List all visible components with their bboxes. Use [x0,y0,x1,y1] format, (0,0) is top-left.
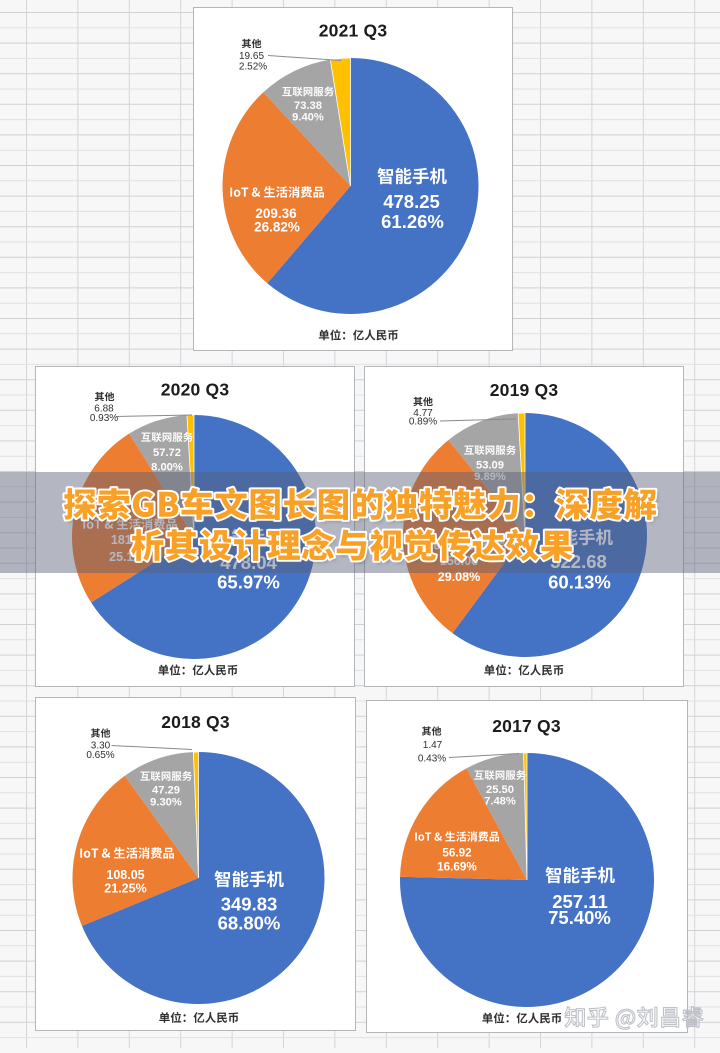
svg-text:29.08%: 29.08% [438,570,480,584]
svg-text:65.97%: 65.97% [217,572,280,593]
svg-text:2019 Q3: 2019 Q3 [490,380,559,400]
svg-text:2021 Q3: 2021 Q3 [319,20,388,40]
svg-text:26.82%: 26.82% [254,219,300,234]
svg-text:9.30%: 9.30% [150,797,182,809]
svg-text:73.38: 73.38 [294,100,322,112]
svg-text:0.93%: 0.93% [90,413,118,424]
svg-text:53.09: 53.09 [476,460,504,472]
svg-text:47.29: 47.29 [152,785,180,797]
svg-text:68.80%: 68.80% [218,913,281,934]
svg-text:2017 Q3: 2017 Q3 [492,716,561,736]
svg-text:56.92: 56.92 [442,847,472,860]
svg-text:57.72: 57.72 [153,447,181,459]
svg-text:1.47: 1.47 [423,740,443,751]
svg-text:7.48%: 7.48% [484,796,516,808]
svg-text:8.00%: 8.00% [151,462,183,474]
svg-text:478.25: 478.25 [383,191,440,212]
svg-text:16.69%: 16.69% [437,861,477,874]
svg-text:3.30: 3.30 [91,741,111,752]
svg-text:61.26%: 61.26% [381,211,444,232]
svg-text:9.40%: 9.40% [292,112,324,124]
svg-text:349.83: 349.83 [221,894,278,915]
svg-text:6.88: 6.88 [94,404,114,415]
svg-text:25.50: 25.50 [486,784,514,796]
svg-text:9.89%: 9.89% [474,471,506,483]
svg-text:478.04: 478.04 [220,552,277,573]
svg-text:257.11: 257.11 [552,891,608,912]
svg-text:0.65%: 0.65% [86,750,114,761]
svg-text:108.05: 108.05 [106,868,144,882]
svg-text:209.36: 209.36 [255,206,297,221]
svg-text:19.65: 19.65 [239,51,264,62]
svg-text:2018 Q3: 2018 Q3 [161,712,230,732]
svg-text:0.43%: 0.43% [418,754,446,765]
svg-text:2.52%: 2.52% [239,62,267,73]
svg-text:21.25%: 21.25% [104,882,146,896]
svg-text:75.40%: 75.40% [548,907,611,928]
svg-text:2020 Q3: 2020 Q3 [161,379,230,399]
svg-text:60.13%: 60.13% [548,572,611,593]
svg-text:4.77: 4.77 [413,408,433,419]
svg-text:0.89%: 0.89% [409,417,437,428]
